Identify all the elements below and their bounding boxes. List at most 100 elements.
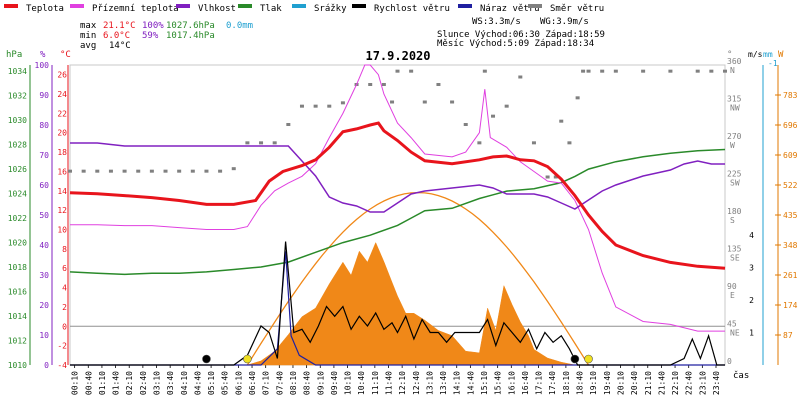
tick-pct-30: 30 (39, 271, 49, 280)
legend-swatch-temp (4, 4, 18, 8)
tick-w-783: 783 (783, 91, 798, 100)
stats-min-temp: 6.0°C (103, 31, 130, 41)
legend: Teplota Přízemní teplota Vlhkost Tlak Srážky… (4, 4, 604, 14)
tick-time-05:10: 05:10 (207, 371, 216, 395)
tick-dir-name-SE: SE (730, 254, 740, 263)
tick-time-01:40: 01:40 (112, 371, 121, 395)
legend-label-humidity: Vlhkost (198, 4, 236, 14)
tick-time-13:40: 13:40 (439, 371, 448, 395)
series-dir-point (177, 169, 182, 173)
tick-time-14:10: 14:10 (453, 371, 462, 395)
tick-dir-225: 225 (727, 170, 742, 179)
tick-hpa-1030: 1030 (8, 116, 27, 125)
tick-time-14:40: 14:40 (466, 371, 475, 395)
tick-dir-name-NE: NE (730, 329, 740, 338)
tick-c-6: 6 (62, 264, 67, 273)
tick-time-20:40: 20:40 (630, 371, 639, 395)
tick-time-04:40: 04:40 (193, 371, 202, 395)
series-pressure (69, 148, 726, 276)
chart-title: 17.9.2020 (365, 49, 430, 63)
marker-moon-rise (202, 354, 211, 364)
tick-time-23:40: 23:40 (712, 371, 721, 395)
tick-hpa-1018: 1018 (8, 263, 27, 272)
series-dir-point (327, 104, 332, 108)
tick-time-10:40: 10:40 (357, 371, 366, 395)
series-dir-point (390, 100, 395, 104)
series-dir-point (231, 167, 236, 171)
axis-title-c: °C (60, 50, 71, 60)
series-dir-point (450, 100, 455, 104)
info-wg: WG:3.9m/s (540, 17, 589, 27)
tick-dir-name-SW: SW (730, 179, 740, 188)
legend-label-wind: Rychlost větru (374, 4, 450, 14)
tick-pct-10: 10 (39, 331, 49, 340)
tick-hpa-1016: 1016 (8, 288, 27, 297)
tick-c-18: 18 (57, 148, 67, 157)
series-dir-point (575, 96, 580, 100)
tick-time-03:40: 03:40 (166, 371, 175, 395)
series-dir-point (531, 141, 536, 145)
tick-time-05:40: 05:40 (221, 371, 230, 395)
tick-dir-0: 0 (727, 357, 732, 366)
tick-time-23:10: 23:10 (698, 371, 707, 395)
tick-w-522: 522 (783, 181, 798, 190)
tick-dir-name-S: S (730, 216, 735, 225)
series-dir-point (149, 169, 154, 173)
series-dir-point (218, 169, 223, 173)
series-dir-point (695, 69, 700, 73)
tick-time-17:40: 17:40 (548, 371, 557, 395)
tick-time-02:40: 02:40 (139, 371, 148, 395)
tick-c-22: 22 (57, 109, 67, 118)
tick-dir-name-E: E (730, 291, 735, 300)
tick-pct-50: 50 (39, 211, 49, 220)
tick-hpa-1032: 1032 (8, 92, 27, 101)
marker-moon-set (570, 354, 580, 364)
series-dir-point (581, 69, 586, 73)
tick-w-87: 87 (783, 331, 793, 340)
info-block: WS:3.3m/s WG:3.9m/s Slunce Východ:06:30 … (437, 17, 605, 49)
series-dir-point (641, 69, 646, 73)
tick-hpa-1010: 1010 (8, 361, 27, 370)
series-dir-point (723, 69, 727, 73)
legend-swatch-gust (458, 4, 472, 8)
tick-pct-20: 20 (39, 301, 49, 310)
tick-time-04:10: 04:10 (180, 371, 189, 395)
tick-dir-name-N: N (730, 66, 735, 75)
tick-dir-name-W: W (730, 141, 735, 150)
stats-max-rain: 0.0mm (226, 21, 253, 31)
stats-max-label: max (80, 21, 97, 31)
series-dir-point (108, 169, 113, 173)
tick-dir-315: 315 (727, 95, 742, 104)
series-dir-point (313, 104, 318, 108)
tick-c-24: 24 (57, 90, 67, 99)
legend-label-rain: Srážky (314, 4, 347, 14)
tick-c-26: 26 (57, 71, 67, 80)
tick-time-21:10: 21:10 (644, 371, 653, 395)
info-sun: Slunce Východ:06:30 Západ:18:59 (437, 30, 605, 40)
tick-time-09:10: 09:10 (316, 371, 325, 395)
tick-w-609: 609 (783, 151, 798, 160)
tick-c-16: 16 (57, 167, 67, 176)
series-dir-point (668, 69, 673, 73)
tick-time-00:40: 00:40 (84, 371, 93, 395)
series-dir-point (545, 175, 550, 179)
tick-c--2: -2 (57, 342, 67, 351)
tick-time-22:10: 22:10 (671, 371, 680, 395)
stats-max-temp: 21.1°C (103, 21, 136, 31)
axis-title-ms: m/s (748, 50, 763, 59)
series-dir-point (68, 169, 72, 173)
tick-time-11:10: 11:10 (371, 371, 380, 395)
tick-time-21:40: 21:40 (657, 371, 666, 395)
info-moon: Měsíc Východ:5:09 Západ:18:34 (437, 39, 594, 49)
tick-time-12:40: 12:40 (412, 371, 421, 395)
legend-label-temp: Teplota (26, 4, 64, 14)
series-dir-point (95, 169, 100, 173)
tick-time-03:10: 03:10 (153, 371, 162, 395)
series-dir-point (259, 141, 264, 145)
tick-ms-1: 1 (749, 329, 754, 338)
series-dir-point (613, 69, 618, 73)
marker-sun-rise (243, 354, 252, 364)
series-dir-point (381, 83, 386, 86)
tick-w-696: 696 (783, 121, 798, 130)
series-solar-area (247, 241, 575, 366)
